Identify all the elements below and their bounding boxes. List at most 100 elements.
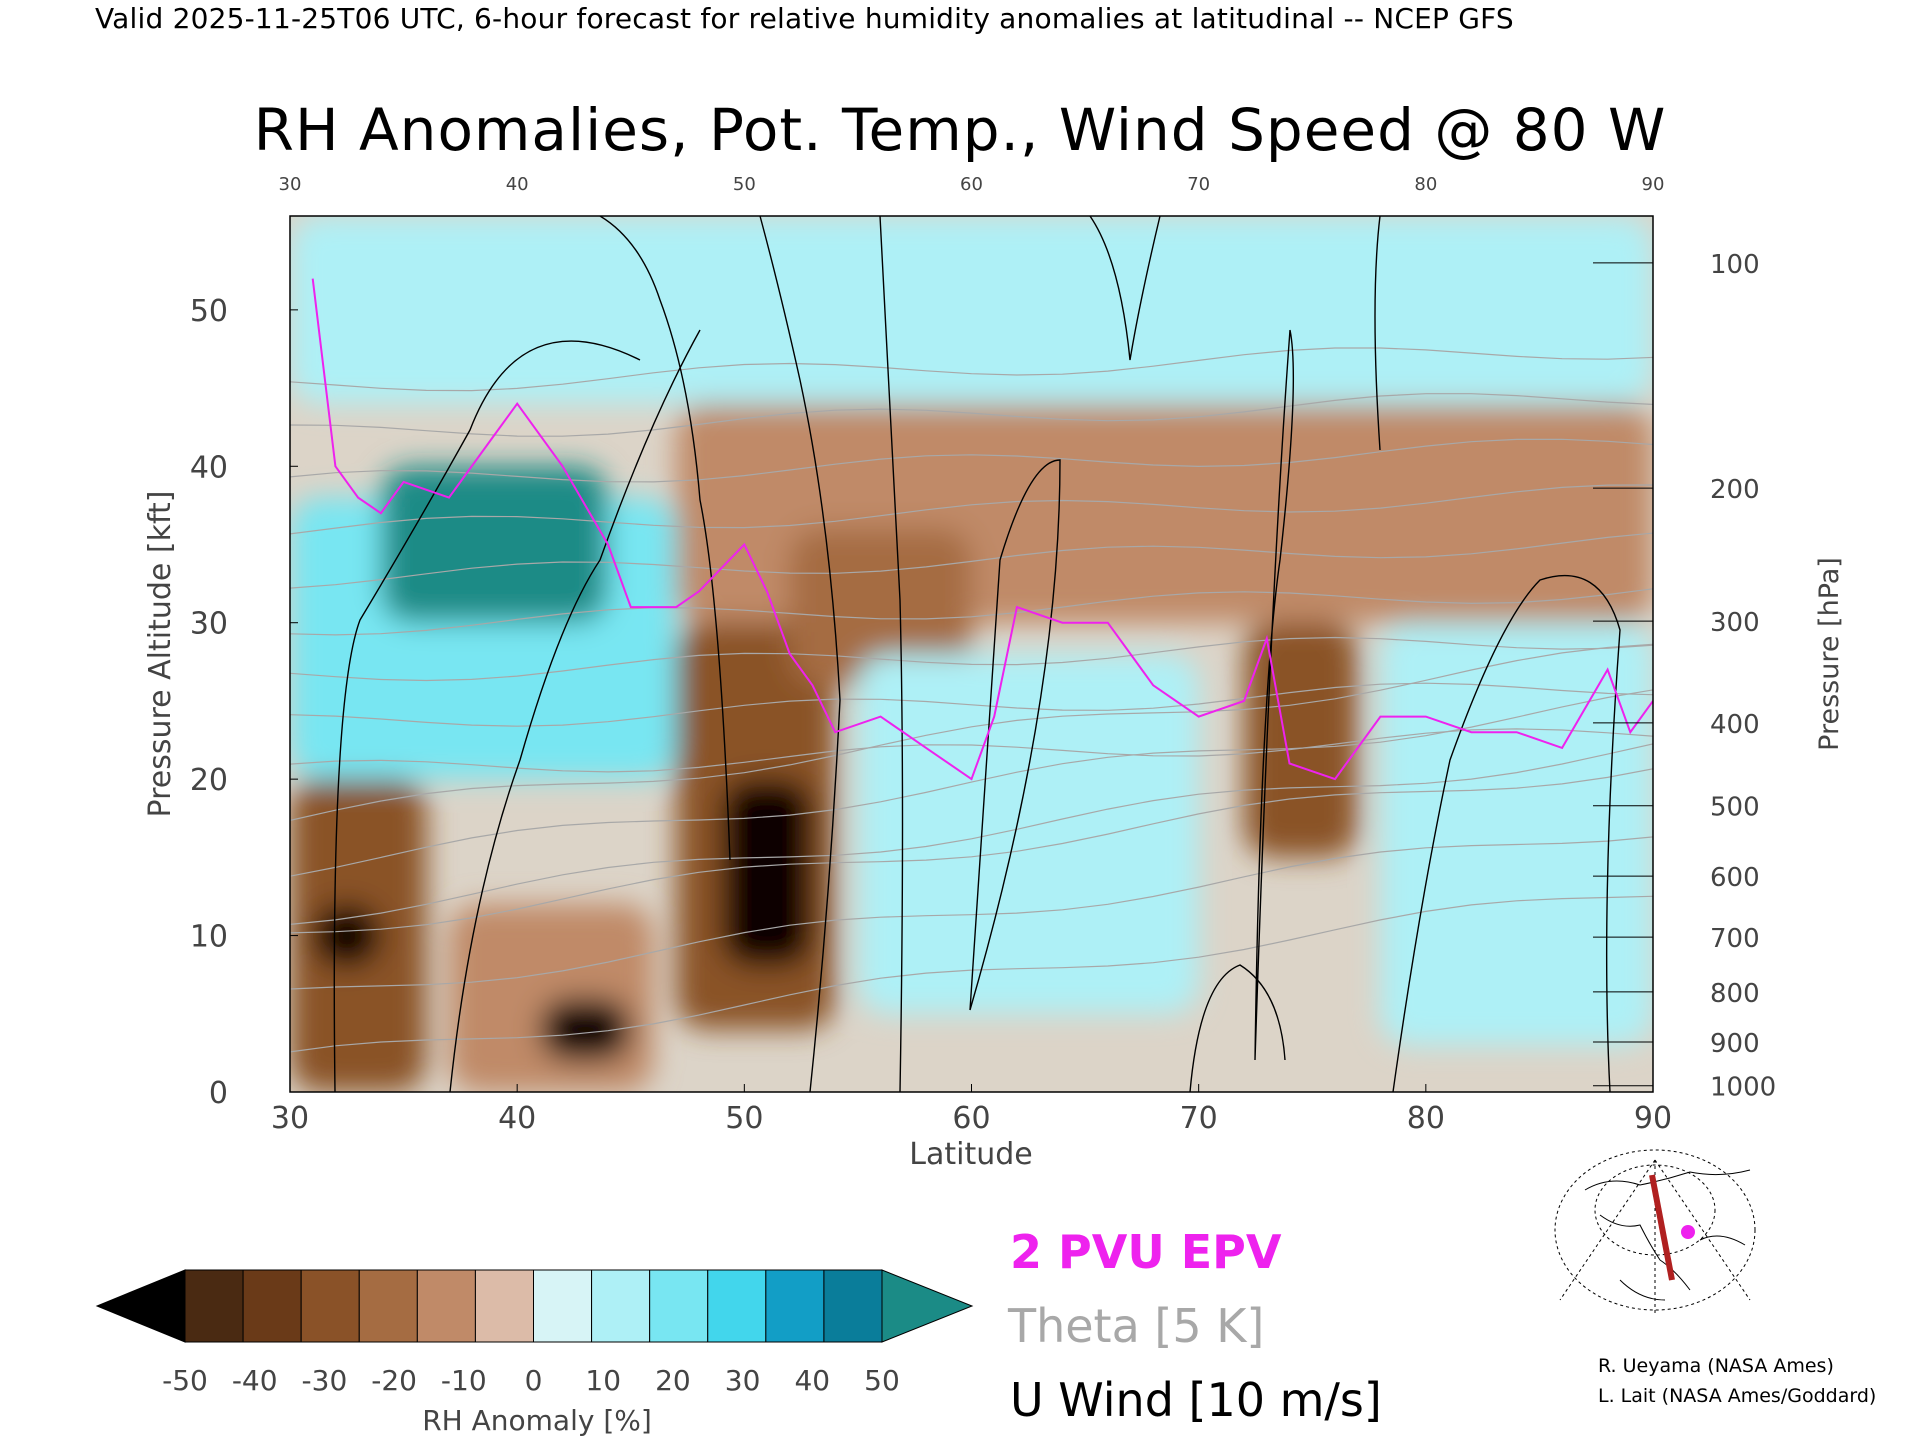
pressure-tick-label: 100 [1710,250,1760,280]
x-tick-label: 70 [1180,1101,1218,1136]
u-wind-contour-3 [759,216,841,1092]
theta-350 [290,682,1653,727]
theta-300 [290,768,1653,934]
pv-2pvu-path [311,278,1653,781]
colorbar-tick-label: -30 [302,1364,348,1397]
axes: 3030404050506060707080809090010203040501… [190,174,1776,1136]
colorbar-tick-label: -50 [162,1364,208,1397]
y-tick-label: 30 [190,607,228,642]
rh-region-9 [789,528,972,686]
theta-280 [290,895,1653,1053]
pressure-tick-label: 500 [1710,793,1760,823]
pressure-tick-label: 900 [1710,1029,1760,1059]
colorbar-tick-label: -20 [371,1364,417,1397]
x-tick-label-top: 30 [279,174,302,195]
theta-370 [290,588,1653,636]
colorbar-high-extend [881,1269,974,1343]
theta-360 [290,636,1653,682]
pressure-tick-label: 800 [1710,979,1760,1009]
colorbar-swatch [765,1269,825,1343]
rh-anomaly-field [290,216,1653,1092]
rh-region-7 [721,779,813,967]
rh-region-3 [539,998,631,1061]
theta-330 [290,643,1653,821]
section-line [1649,1174,1675,1281]
x-tick-label: 80 [1407,1101,1445,1136]
colorbar-swatch [649,1269,709,1343]
theta-390 [290,484,1653,535]
colorbar-tick-label: 30 [725,1364,761,1397]
colorbar-swatch [358,1269,418,1343]
colorbar-swatch [707,1269,767,1343]
colorbar-swatch [533,1269,593,1343]
x-axis-label: Latitude [909,1137,1032,1172]
colorbar-tick-label: 10 [585,1364,621,1397]
colorbar-swatch [591,1269,651,1343]
y-axis-label-right: Pressure [hPa] [1814,557,1845,751]
credit-author-2: L. Lait (NASA Ames/Goddard) [1598,1385,1877,1407]
y-tick-label: 50 [190,294,228,329]
x-tick-label: 90 [1634,1101,1672,1136]
colorbar-tick-label: -40 [232,1364,278,1397]
colorbar-tick-label: -10 [441,1364,487,1397]
u-wind-contour-5 [969,459,1061,1011]
pressure-tick-label: 400 [1710,710,1760,740]
location-inset-map [1554,1149,1756,1315]
u-wind-contour-0 [333,340,641,1092]
y-axis-label-left: Pressure Altitude [kft] [143,491,178,818]
pressure-tick-label: 300 [1710,608,1760,638]
theta-410 [290,393,1653,437]
u-wind-contour-2 [599,216,731,861]
theta-420 [290,347,1653,392]
colorbar-swatch [242,1269,302,1343]
chart-title: RH Anomalies, Pot. Temp., Wind Speed @ 8… [253,96,1667,164]
colorbar-swatch [474,1269,534,1343]
x-tick-label-top: 80 [1414,174,1437,195]
y-tick-label: 40 [190,450,228,485]
colorbar-swatch [416,1269,476,1343]
y-tick-label: 10 [190,920,228,955]
legend-theta: Theta [5 K] [1007,1299,1264,1353]
colorbar-tick-label: 40 [794,1364,830,1397]
y-tick-label: 20 [190,763,228,798]
colorbar-low-extend [95,1269,186,1343]
colorbar-label: RH Anomaly [%] [422,1404,652,1437]
u-wind-contour-7 [1254,329,1295,1061]
theta-400 [290,438,1653,483]
x-tick-label: 50 [725,1101,763,1136]
pressure-tick-label: 1000 [1710,1073,1776,1103]
x-tick-label: 40 [498,1101,536,1136]
u-wind-contour-6 [1089,216,1161,361]
rh-region-11 [1244,622,1358,858]
colorbar-tick-label: 50 [864,1364,900,1397]
rh-region-12 [1380,622,1653,1046]
x-tick-label-top: 60 [960,174,983,195]
rh-region-1 [312,904,381,967]
theta-380 [290,532,1653,589]
colorbar: -50 -40 -30 -20 -10 0 10 20 30 40 50 [95,1269,974,1397]
pressure-tick-label: 200 [1710,475,1760,505]
theta-310 [290,743,1653,925]
pv-2pvu-line [311,278,1653,781]
colorbar-swatch [823,1269,883,1343]
x-tick-label-top: 70 [1187,174,1210,195]
x-tick-label-top: 50 [733,174,756,195]
header-text: Valid 2025-11-25T06 UTC, 6-hour forecast… [95,2,1514,35]
u-wind-contour-8 [1374,216,1381,451]
x-tick-label: 60 [952,1101,990,1136]
u-wind-contour-9 [1392,574,1621,1092]
x-tick-label-top: 40 [506,174,529,195]
u-wind-contour-10 [1189,964,1286,1092]
credit-author-1: R. Ueyama (NASA Ames) [1598,1355,1834,1377]
legend-pv: 2 PVU EPV [1010,1225,1282,1279]
legend-wind: U Wind [10 m/s] [1010,1373,1382,1427]
theta-contours [290,347,1653,1053]
x-tick-label-top: 90 [1642,174,1665,195]
u-wind-contour-4 [879,216,904,1092]
colorbar-tick-label: 0 [525,1364,543,1397]
u-wind-contours [333,216,1621,1092]
pressure-tick-label: 600 [1710,863,1760,893]
colorbar-swatch [300,1269,360,1343]
rh-region-2 [449,904,654,1092]
